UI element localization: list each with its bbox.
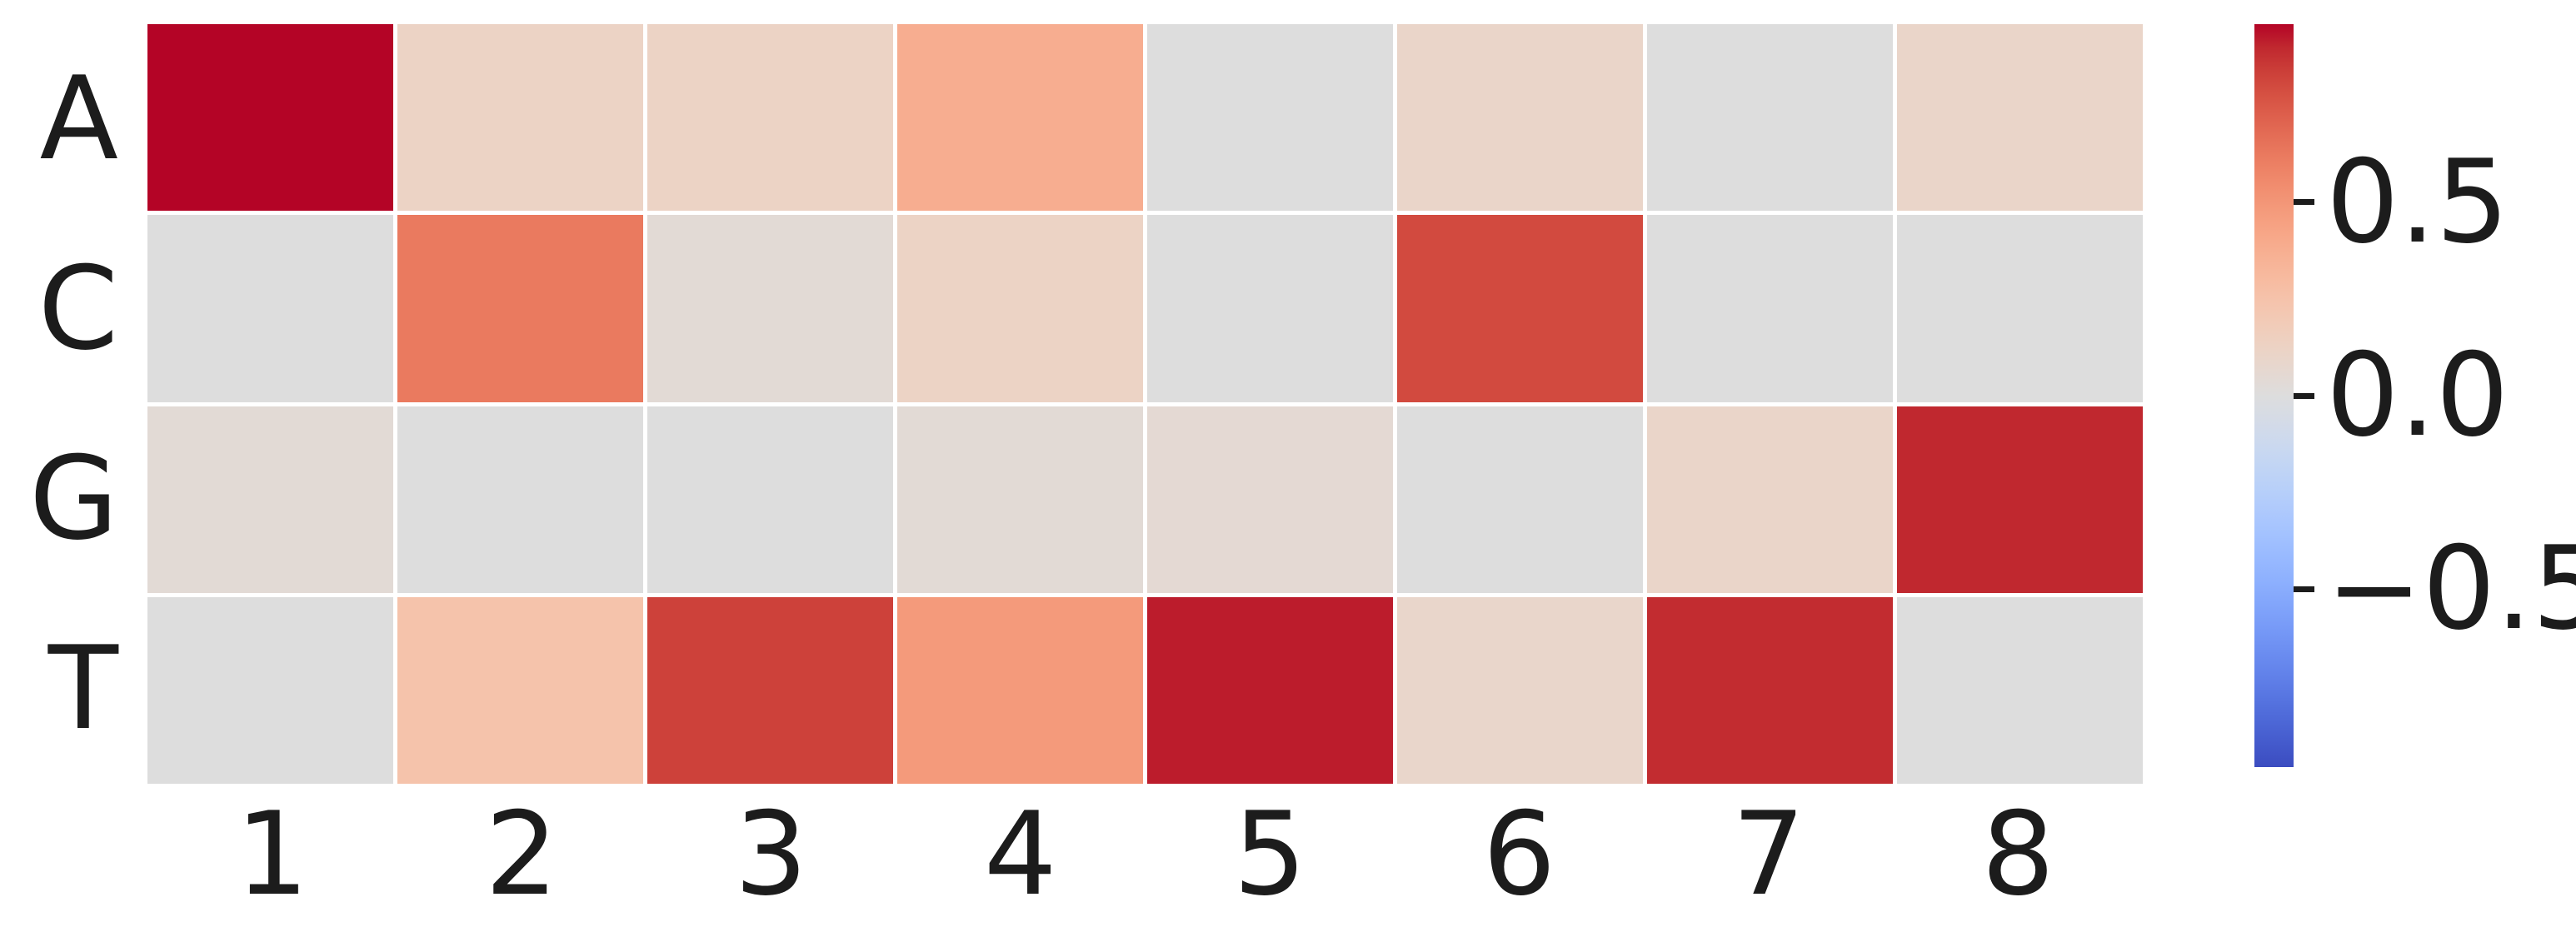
- heatmap-cell-T8: [1897, 596, 2143, 784]
- heatmap-cell-A7: [1647, 24, 1893, 212]
- colorbar-tick-0.0: 0.0: [2294, 338, 2509, 453]
- heatmap-grid: [147, 24, 2143, 784]
- colorbar-tick-mark: [2294, 392, 2314, 399]
- x-tick-label-6: 6: [1482, 787, 1556, 921]
- heatmap-cell-C5: [1147, 215, 1393, 402]
- heatmap-cell-G7: [1647, 406, 1893, 593]
- heatmap-cell-G3: [647, 406, 893, 593]
- heatmap-cell-T7: [1647, 596, 1893, 784]
- y-tick-label-T: T: [47, 621, 118, 755]
- heatmap-cell-T2: [397, 596, 643, 784]
- heatmap-cell-A1: [147, 24, 393, 212]
- colorbar-tick-label: 0.5: [2326, 134, 2509, 269]
- y-tick-label-C: C: [37, 242, 118, 376]
- y-tick-label-G: G: [29, 431, 118, 566]
- colorbar-tick-label: 0.0: [2326, 328, 2509, 462]
- colorbar-tick-mark: [2294, 586, 2314, 592]
- x-tick-label-1: 1: [235, 787, 309, 921]
- heatmap-cell-C7: [1647, 215, 1893, 402]
- heatmap-cell-T6: [1397, 596, 1643, 784]
- colorbar-tick-0.5: 0.5: [2294, 134, 2509, 269]
- x-tick-label-3: 3: [734, 787, 808, 921]
- heatmap-cell-G4: [897, 406, 1143, 593]
- x-tick-label-5: 5: [1233, 787, 1307, 921]
- heatmap-cell-C8: [1897, 215, 2143, 402]
- colorbar-tick-−0.5: −0.5: [2294, 531, 2576, 646]
- heatmap-cell-C6: [1397, 215, 1643, 402]
- heatmap-cell-A4: [897, 24, 1143, 212]
- heatmap-cell-T5: [1147, 596, 1393, 784]
- heatmap-cell-T4: [897, 596, 1143, 784]
- heatmap-cell-T3: [647, 596, 893, 784]
- heatmap-cell-G2: [397, 406, 643, 593]
- y-tick-label-A: A: [39, 52, 118, 186]
- colorbar-tick-mark: [2294, 199, 2314, 206]
- colorbar-tick-label: −0.5: [2326, 521, 2576, 656]
- x-tick-label-4: 4: [983, 787, 1057, 921]
- heatmap-cell-C2: [397, 215, 643, 402]
- x-tick-label-8: 8: [1981, 787, 2055, 921]
- x-tick-label-7: 7: [1732, 787, 1805, 921]
- x-tick-label-2: 2: [485, 787, 558, 921]
- heatmap-cell-A2: [397, 24, 643, 212]
- heatmap-cell-C4: [897, 215, 1143, 402]
- heatmap-cell-G1: [147, 406, 393, 593]
- heatmap-cell-A5: [1147, 24, 1393, 212]
- heatmap-cell-A3: [647, 24, 893, 212]
- heatmap-cell-G5: [1147, 406, 1393, 593]
- heatmap-cell-C3: [647, 215, 893, 402]
- colorbar-ticks: 0.5 0.0 −0.5: [2294, 24, 2576, 767]
- colorbar-gradient: [2254, 24, 2294, 767]
- heatmap-cell-A8: [1897, 24, 2143, 212]
- heatmap-cell-C1: [147, 215, 393, 402]
- heatmap-cell-G6: [1397, 406, 1643, 593]
- heatmap-cell-G8: [1897, 406, 2143, 593]
- heatmap-cell-T1: [147, 596, 393, 784]
- heatmap-cell-A6: [1397, 24, 1643, 212]
